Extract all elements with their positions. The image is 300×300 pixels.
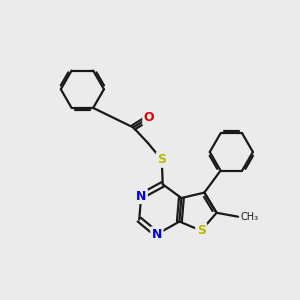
Text: N: N [136,190,146,202]
Text: CH₃: CH₃ [240,212,258,222]
Text: S: S [157,153,166,166]
Text: N: N [152,228,162,241]
Text: S: S [197,224,206,237]
Text: O: O [144,111,154,124]
